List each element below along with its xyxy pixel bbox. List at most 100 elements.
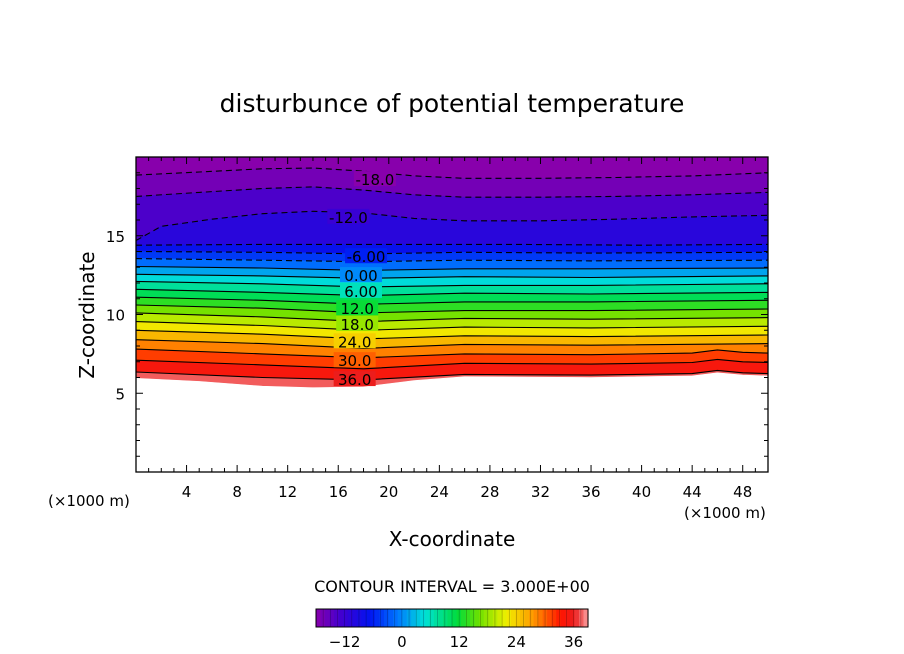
colorbar-tick-label: 12 <box>450 633 469 651</box>
colorbar-cell <box>556 609 562 627</box>
colorbar-cell <box>325 609 331 627</box>
colorbar-cell <box>492 609 498 627</box>
contour-label-gap <box>336 315 379 331</box>
x-tick-label: 16 <box>329 483 348 501</box>
colorbar-cell <box>347 609 353 627</box>
contour-label-gap <box>336 300 379 316</box>
x-tick-label: 36 <box>581 483 600 501</box>
colorbar-cell <box>574 609 580 627</box>
contour-line <box>136 312 768 323</box>
colorbar-cell <box>365 609 371 627</box>
contour-label-gap <box>333 333 376 349</box>
colorbar-cell <box>374 609 381 627</box>
colorbar-cell <box>560 609 566 627</box>
z-unit-label: (×1000 m) <box>48 492 130 510</box>
contour-label: 24.0 <box>338 333 371 351</box>
contour-line <box>136 369 768 381</box>
colorbar-tick-label: 36 <box>564 633 583 651</box>
colorbar-tick-label: −12 <box>329 633 361 651</box>
contour-label: 0.00 <box>344 267 377 285</box>
empty-region <box>136 372 768 472</box>
colorbar-cell <box>352 609 358 627</box>
x-tick-label: 4 <box>182 483 192 501</box>
colorbar-cell <box>402 609 408 627</box>
x-tick-label: 12 <box>278 483 297 501</box>
z-axis-label: Z-coordinate <box>75 251 99 378</box>
colorbar-cell <box>316 609 322 627</box>
colorbar-cell <box>379 609 385 627</box>
contour-line <box>136 339 768 349</box>
colorbar-cell <box>420 609 426 627</box>
contour-line <box>136 304 768 314</box>
contour-line <box>136 329 768 340</box>
colorbar-cell <box>578 609 585 627</box>
colorbar-cell <box>329 609 335 627</box>
colorbar-cell <box>501 609 507 627</box>
contour-line <box>136 273 768 279</box>
contour-line <box>136 280 768 288</box>
colorbar-cell <box>510 609 517 627</box>
colorbar: −12 0 12 24 36 <box>315 608 589 651</box>
colorbar-cell <box>411 609 417 627</box>
z-tick-label: 15 <box>106 228 125 246</box>
colorbar-cell <box>520 609 526 627</box>
colorbar-cell <box>479 609 485 627</box>
colorbar-cell <box>334 609 340 627</box>
contour-line <box>136 296 768 305</box>
colorbar-cell <box>465 609 471 627</box>
colorbar-cell <box>470 609 476 627</box>
colorbar-cell <box>370 609 376 627</box>
x-tick-label: 40 <box>632 483 651 501</box>
contour-label: -18.0 <box>355 171 394 189</box>
colorbar-cell <box>356 609 362 627</box>
colorbar-cell <box>569 609 575 627</box>
colorbar-cell <box>542 609 548 627</box>
chart-title: disturbunce of potential temperature <box>220 89 685 118</box>
colorbar-cell <box>551 609 557 627</box>
colorbar-cell <box>515 609 521 627</box>
contour-line <box>136 250 768 255</box>
contour-line <box>136 265 768 271</box>
colorbar-cell <box>547 609 553 627</box>
colorbar-cell <box>320 609 326 627</box>
colorbar-cell <box>565 609 571 627</box>
contour-label-gap <box>333 371 376 387</box>
contour-label-gap <box>339 267 382 283</box>
colorbar-tick-label: 24 <box>507 633 526 651</box>
contour-label-gap <box>345 248 388 264</box>
contour-label-gap <box>333 352 376 368</box>
colorbar-cell <box>452 609 458 627</box>
colorbar-cell <box>506 609 512 627</box>
x-tick-label: 48 <box>733 483 752 501</box>
colorbar-cell <box>524 609 530 627</box>
colorbar-cell <box>538 609 544 627</box>
colorbar-cell <box>397 609 403 627</box>
x-tick-label: 32 <box>531 483 550 501</box>
contour-line <box>136 258 768 263</box>
colorbar-tick-label: 0 <box>397 633 407 651</box>
colorbar-cell <box>483 609 489 627</box>
colorbar-frame <box>315 608 589 628</box>
contour-line <box>136 348 768 359</box>
x-axis-label: X-coordinate <box>389 527 516 551</box>
x-unit-label: (×1000 m) <box>684 504 766 522</box>
colorbar-cell <box>533 609 539 627</box>
contour-label: 18.0 <box>340 316 373 334</box>
contour-label-gap <box>353 171 396 187</box>
colorbar-cell <box>393 609 399 627</box>
colorbar-cell <box>361 609 367 627</box>
colorbar-cell <box>388 609 394 627</box>
colorbar-cell <box>384 609 390 627</box>
colorbar-cell <box>456 609 462 627</box>
contour-line <box>136 321 768 331</box>
contour-label-gap <box>339 282 382 298</box>
colorbar-cell <box>474 609 480 627</box>
colorbar-cell <box>433 609 439 627</box>
contour-line <box>136 243 768 246</box>
contour-line <box>136 186 768 198</box>
contour-label-layer: -18.0 -12.0 -6.000.006.0012.018.024.030.03… <box>327 171 396 389</box>
contour-line <box>136 288 768 297</box>
contour-line <box>136 210 768 241</box>
